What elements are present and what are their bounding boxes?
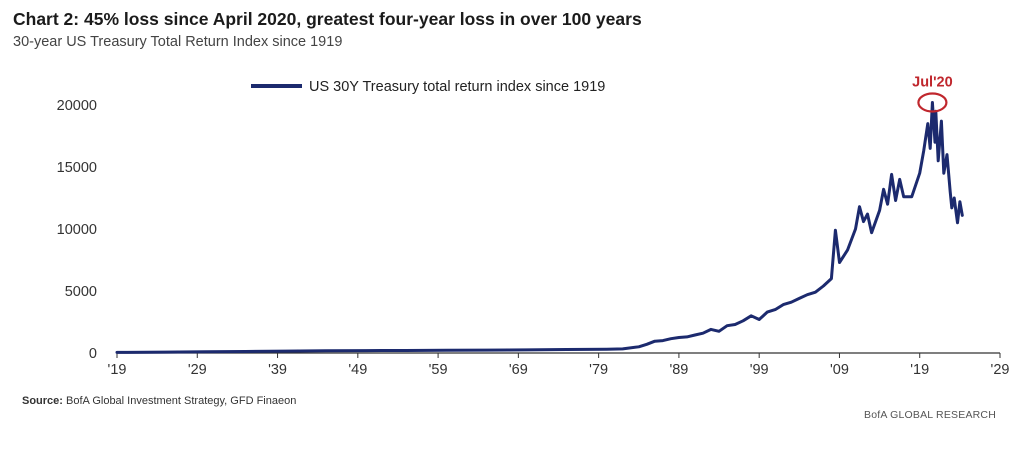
chart-subtitle: 30-year US Treasury Total Return Index s… — [13, 34, 343, 50]
y-tick-label: 15000 — [57, 160, 97, 176]
x-tick-label: '79 — [589, 362, 608, 378]
legend-label: US 30Y Treasury total return index since… — [309, 79, 605, 95]
y-tick-label: 5000 — [65, 284, 97, 300]
y-tick-label: 20000 — [57, 98, 97, 114]
y-tick-label: 0 — [89, 346, 97, 362]
x-tick-label: '19 — [108, 362, 127, 378]
x-tick-label: '99 — [750, 362, 769, 378]
x-tick-label: '69 — [509, 362, 528, 378]
x-tick-label: '09 — [830, 362, 849, 378]
chart-title: Chart 2: 45% loss since April 2020, grea… — [13, 9, 642, 29]
x-tick-label: '29 — [188, 362, 207, 378]
x-tick-label: '59 — [429, 362, 448, 378]
annotation-label: Jul'20 — [912, 75, 953, 91]
annotations: Jul'20 — [912, 75, 953, 113]
source-note: Source: BofA Global Investment Strategy,… — [22, 395, 296, 407]
legend: US 30Y Treasury total return index since… — [251, 79, 605, 95]
series-line — [115, 101, 964, 354]
y-tick-label: 10000 — [57, 222, 97, 238]
x-tick-label: '29 — [991, 362, 1010, 378]
brand-label: BofA GLOBAL RESEARCH — [864, 409, 996, 421]
annotation-circle — [917, 92, 948, 113]
x-tick-label: '39 — [268, 362, 287, 378]
x-tick-label: '89 — [669, 362, 688, 378]
x-tick-label: '19 — [910, 362, 929, 378]
source-label: Source: — [22, 395, 63, 407]
series-group — [115, 101, 964, 354]
y-axis-ticks: 0 5000 10000 15000 20000 — [57, 98, 97, 362]
source-text: BofA Global Investment Strategy, GFD Fin… — [62, 395, 297, 407]
x-tick-label: '49 — [348, 362, 367, 378]
x-axis-ticks: '19 '29 '39 '49 '59 '69 '79 '89 '99 '09 '19 '29 — [108, 353, 1010, 378]
